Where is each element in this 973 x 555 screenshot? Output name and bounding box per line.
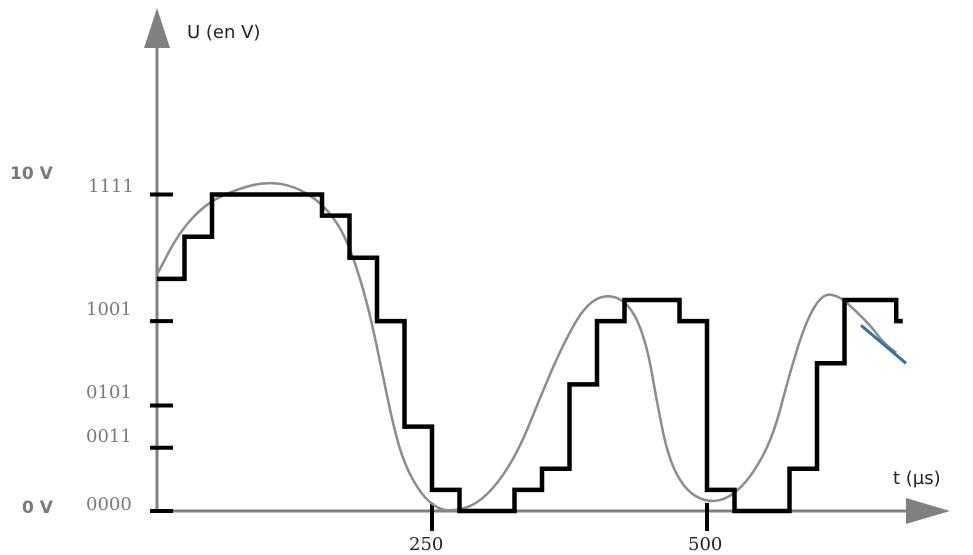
y-code-label: 0011 (86, 426, 132, 447)
x-axis-label: t (µs) (893, 468, 941, 489)
y-axis-arrowhead (144, 8, 170, 48)
y-voltage-label-bottom: 0 V (22, 498, 53, 518)
y-axis-label: U (en V) (187, 22, 261, 43)
analog-signal-curve (155, 181, 897, 512)
y-code-label: 0101 (86, 382, 132, 403)
y-code-label: 1111 (88, 176, 134, 197)
x-tick-label: 500 (688, 534, 723, 555)
accent-segment (860, 324, 907, 365)
x-axis-arrowhead (906, 498, 950, 524)
y-code-label: 1001 (86, 299, 132, 320)
y-voltage-label-top: 10 V (10, 164, 53, 184)
x-tick-label: 250 (409, 534, 444, 555)
y-code-label: 0000 (86, 494, 132, 515)
quantized-signal-staircase (157, 192, 903, 514)
